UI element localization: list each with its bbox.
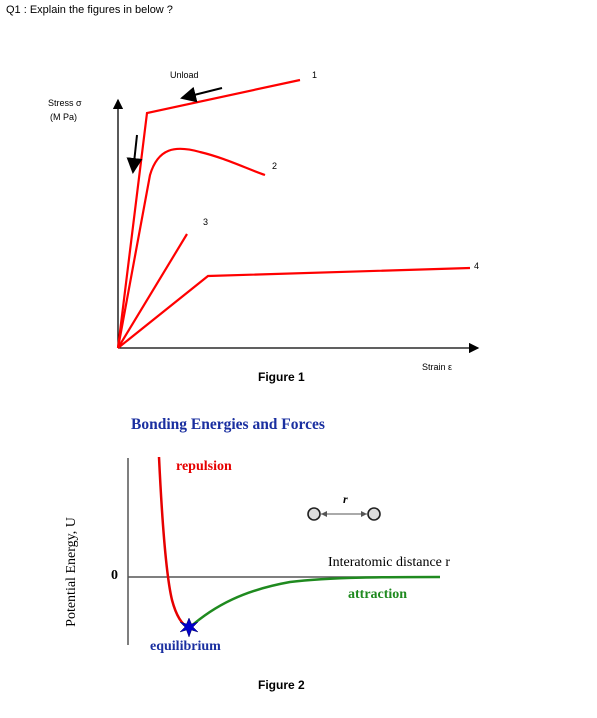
atom-right-icon	[367, 507, 381, 521]
attraction-label: attraction	[348, 587, 408, 602]
curve-3	[117, 233, 188, 349]
figure2-zero-label: 0	[111, 568, 118, 583]
repulsion-curve	[157, 456, 190, 630]
curve-1-label: 1	[312, 70, 318, 80]
curve-1	[116, 78, 301, 349]
distance-arrow-head-right	[361, 511, 367, 517]
curve-2	[116, 147, 266, 349]
figure2-y-label: Potential Energy, U	[64, 517, 79, 627]
unload-arrow-vertical	[126, 134, 143, 174]
equilibrium-star-icon	[179, 617, 199, 638]
curve-4-label: 4	[474, 261, 480, 271]
figure1-x-label: Strain ε	[422, 362, 453, 372]
curve-2-label: 2	[272, 161, 278, 171]
attraction-curve	[188, 575, 441, 629]
question-text: Q1 : Explain the figures in below ?	[6, 4, 173, 16]
figure-2-caption: Figure 2	[258, 678, 305, 692]
repulsion-label: repulsion	[176, 459, 232, 474]
figure2-y-label-wrap: Potential Energy, U	[60, 492, 84, 652]
distance-arrow-head-left	[321, 511, 327, 517]
figure-1-caption: Figure 1	[258, 370, 305, 384]
figure2-title: Bonding Energies and Forces	[131, 416, 325, 433]
figure1-y-label-2: (M Pa)	[50, 112, 77, 122]
figure1-y-label-1: Stress σ	[48, 98, 82, 108]
curve-4	[117, 266, 471, 349]
curve-3-label: 3	[203, 217, 209, 227]
distance-label: Interatomic distance r	[328, 555, 451, 570]
unload-arrow-horizontal	[180, 86, 223, 103]
r-label: r	[343, 492, 348, 506]
atom-left-icon	[307, 507, 321, 521]
unload-label: Unload	[170, 70, 199, 80]
equilibrium-label: equilibrium	[150, 639, 221, 654]
